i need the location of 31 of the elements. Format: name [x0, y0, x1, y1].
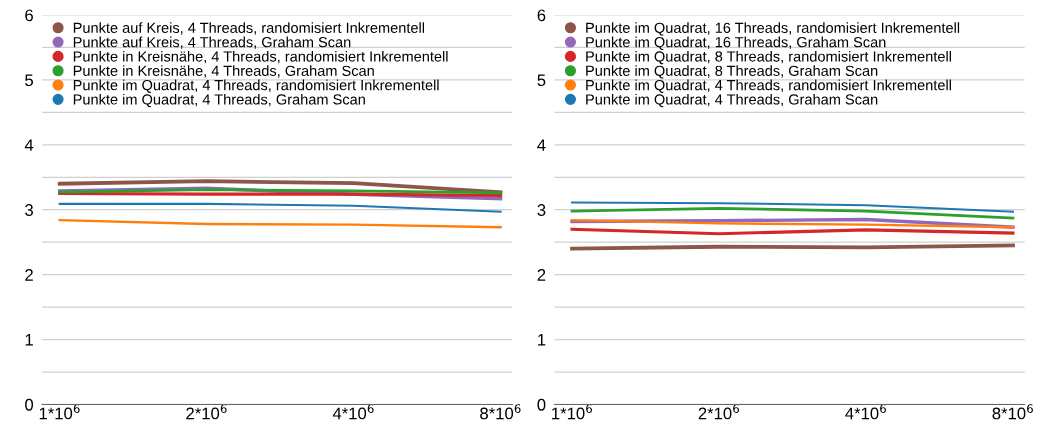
y-tick-label: 1: [25, 334, 33, 346]
y-tick-label: 4: [24, 139, 34, 151]
y-tick-label: 0: [25, 398, 34, 411]
legend-label: Punkte im Quadrat, 8 Threads, Graham Scan: [586, 65, 878, 79]
y-tick-label: 3: [25, 204, 33, 216]
legend-label: Punkte im Quadrat, 4 Threads, randomisiert Inkrementell: [586, 79, 951, 93]
legend-label: Punkte im Quadrat, 16 Threads, randomisiert Inkrementell: [586, 22, 960, 36]
legend-label: Punkte im Quadrat, 4 Threads, Graham Scan: [586, 93, 878, 108]
y-tick-label: 1: [538, 334, 546, 346]
y-tick-label: 6: [25, 9, 33, 22]
legend-label: Punkte auf Kreis, 4 Threads, randomisiert Inkrementell: [73, 22, 425, 35]
x-tick-label: 8*10$^{6}$: [480, 404, 521, 420]
legend-label: Punkte in Kreisnähe, 4 Threads, Graham Scan: [73, 65, 374, 78]
y-tick-label: 2: [25, 269, 33, 281]
y-tick-label: 3: [537, 204, 546, 216]
y-tick-label: 0: [537, 398, 546, 411]
y-tick-label: 2: [537, 269, 546, 281]
line-series: [58, 218, 502, 229]
y-tick-label: 5: [25, 74, 34, 87]
legend-label: Punkte in Kreisnähe, 4 Threads, randomisiert Inkrementell: [73, 50, 448, 64]
legend-label: Punkte auf Kreis, 4 Threads, Graham Scan: [73, 36, 351, 50]
legend-label: Punkte im Quadrat, 8 Threads, randomisiert Inkrementell: [586, 50, 951, 65]
x-tick-label: 8*10$^{6}$: [992, 404, 1033, 420]
y-tick-label: 6: [537, 9, 546, 22]
y-tick-label: 4: [537, 139, 546, 151]
y-tick-label: 5: [537, 74, 546, 87]
legend-label: Punkte im Quadrat, 4 Threads, randomisiert Inkrementell: [73, 79, 439, 93]
legend-label: Punkte im Quadrat, 4 Threads, Graham Scan: [73, 93, 365, 108]
line-series: [57, 179, 503, 195]
line-series: [571, 201, 1015, 213]
legend-label: Punkte im Quadrat, 16 Threads, Graham Scan: [586, 36, 886, 50]
